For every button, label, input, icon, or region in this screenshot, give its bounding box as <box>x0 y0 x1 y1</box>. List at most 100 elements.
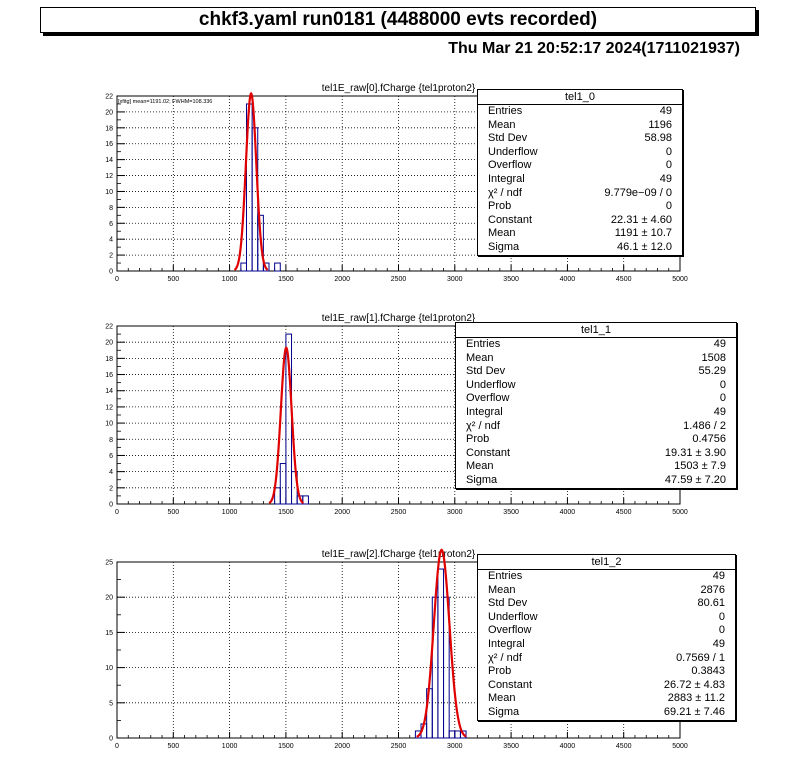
stats-label: χ² / ndf <box>488 651 522 664</box>
y-tick-label: 18 <box>105 125 113 132</box>
x-tick-label: 1000 <box>222 509 238 516</box>
stats-label: Entries <box>466 338 501 350</box>
histogram-bin <box>443 596 450 739</box>
x-tick-label: 4000 <box>560 276 576 283</box>
histogram-bin <box>437 568 445 739</box>
stats-row: Prob 0 <box>478 200 682 214</box>
stats-title: tel1_2 <box>478 555 735 570</box>
y-tick-label: 4 <box>109 237 113 244</box>
stats-label: Underflow <box>488 145 538 158</box>
y-tick-label: 12 <box>105 173 113 180</box>
stats-label: Mean <box>488 118 516 131</box>
y-tick-label: 14 <box>105 388 113 395</box>
stats-value: 58.98 <box>644 132 672 145</box>
y-tick-label: 20 <box>105 109 113 116</box>
fit-curve <box>416 548 467 738</box>
x-tick-label: 500 <box>167 276 179 283</box>
timestamp: Thu Mar 21 20:52:17 2024(1711021937) <box>448 40 740 57</box>
stats-label: Std Dev <box>488 597 528 610</box>
stats-title: tel1_1 <box>456 323 736 338</box>
histogram-bin <box>302 495 309 505</box>
stats-label: Mean <box>488 227 516 240</box>
stats-label: Overflow <box>488 159 532 172</box>
histogram-bin <box>257 214 264 272</box>
stats-label: Constant <box>466 446 511 459</box>
stats-label: χ² / ndf <box>488 186 522 199</box>
fit-curve <box>233 91 269 271</box>
x-tick-label: 2500 <box>391 509 407 516</box>
stats-label: Underflow <box>488 610 538 623</box>
stats-value: 0.7569 / 1 <box>676 651 725 664</box>
stats-label: Mean <box>488 583 516 596</box>
x-tick-label: 4500 <box>616 276 632 283</box>
stats-row: Underflow 0 <box>456 379 736 393</box>
stats-value: 49 <box>713 405 726 418</box>
stats-value: 19.31 ± 3.90 <box>664 446 726 459</box>
stats-value: 0.3843 <box>691 665 725 678</box>
x-tick-label: 3500 <box>503 743 519 750</box>
y-tick-label: 22 <box>105 94 113 101</box>
histogram-bin <box>262 262 270 272</box>
y-tick-label: 12 <box>105 404 113 411</box>
stats-row: Overflow 0 <box>478 159 682 173</box>
x-tick-label: 2500 <box>391 743 407 750</box>
stats-value: 49 <box>713 338 726 350</box>
stats-value: 2876 <box>700 583 725 596</box>
stats-row: Prob 0.3843 <box>478 665 735 679</box>
stats-box-0: tel1_0 Entries 49 Mean 1196 Std Dev 58.98 Unde… <box>477 89 683 256</box>
stats-row: Integral 49 <box>478 173 682 187</box>
y-tick-label: 10 <box>105 665 113 672</box>
y-tick-label: 15 <box>105 630 113 637</box>
stats-row: χ² / ndf 1.486 / 2 <box>456 420 736 434</box>
stats-row: Integral 49 <box>478 638 735 652</box>
stats-label: Underflow <box>466 378 516 391</box>
stats-value: 47.59 ± 7.20 <box>664 473 726 486</box>
x-tick-label: 1000 <box>222 276 238 283</box>
y-tick-label: 20 <box>105 340 113 347</box>
stats-value: 0 <box>665 159 672 172</box>
y-tick-label: 8 <box>109 205 113 212</box>
x-tick-label: 0 <box>115 509 119 516</box>
stats-row: χ² / ndf 9.779e−09 / 0 <box>478 187 682 201</box>
stats-label: Prob <box>488 665 512 678</box>
stats-row: Integral 49 <box>456 406 736 420</box>
y-tick-label: 6 <box>109 221 113 228</box>
stats-label: Integral <box>488 172 525 185</box>
stats-value: 2883 ± 11.2 <box>667 692 725 705</box>
stats-value: 46.1 ± 12.0 <box>617 240 672 253</box>
stats-row: Sigma 46.1 ± 12.0 <box>478 241 682 255</box>
stats-row: Std Dev 58.98 <box>478 132 682 146</box>
stats-label: Overflow <box>466 392 510 405</box>
stats-row: Mean 2883 ± 11.2 <box>478 692 735 706</box>
y-tick-label: 2 <box>109 253 113 260</box>
stats-row: Overflow 0 <box>478 624 735 638</box>
stats-label: Entries <box>488 105 523 117</box>
stats-value: 49 <box>659 105 672 117</box>
x-tick-label: 4000 <box>560 509 576 516</box>
stats-row: χ² / ndf 0.7569 / 1 <box>478 652 735 666</box>
stats-value: 1.486 / 2 <box>683 419 726 432</box>
x-tick-label: 3500 <box>503 276 519 283</box>
stats-row: Underflow 0 <box>478 146 682 160</box>
x-tick-label: 4000 <box>560 743 576 750</box>
y-tick-label: 14 <box>105 157 113 164</box>
x-tick-label: 4500 <box>616 509 632 516</box>
stats-value: 0.4756 <box>692 433 726 446</box>
x-tick-label: 0 <box>115 743 119 750</box>
histogram-pad-0: tel1E_raw[0].fCharge {tel1proton2} 0 500 10… <box>105 83 688 283</box>
stats-label: Mean <box>466 460 494 473</box>
stats-row: Constant 22.31 ± 4.60 <box>478 214 682 228</box>
stats-row: Sigma 47.59 ± 7.20 <box>456 474 736 488</box>
y-tick-label: 16 <box>105 372 113 379</box>
stats-row: Overflow 0 <box>456 392 736 406</box>
stats-row: Std Dev 80.61 <box>478 597 735 611</box>
stats-box-2: tel1_2 Entries 49 Mean 2876 Std Dev 80.61 Unde… <box>477 554 736 721</box>
stats-label: Prob <box>488 200 512 213</box>
stats-value: 0 <box>718 624 725 637</box>
stats-row: Constant 19.31 ± 3.90 <box>456 447 736 461</box>
stats-value: 1196 <box>648 118 672 131</box>
y-tick-label: 22 <box>105 324 113 331</box>
stats-value: 80.61 <box>697 597 725 610</box>
x-tick-label: 0 <box>115 276 119 283</box>
x-tick-label: 2000 <box>334 276 350 283</box>
